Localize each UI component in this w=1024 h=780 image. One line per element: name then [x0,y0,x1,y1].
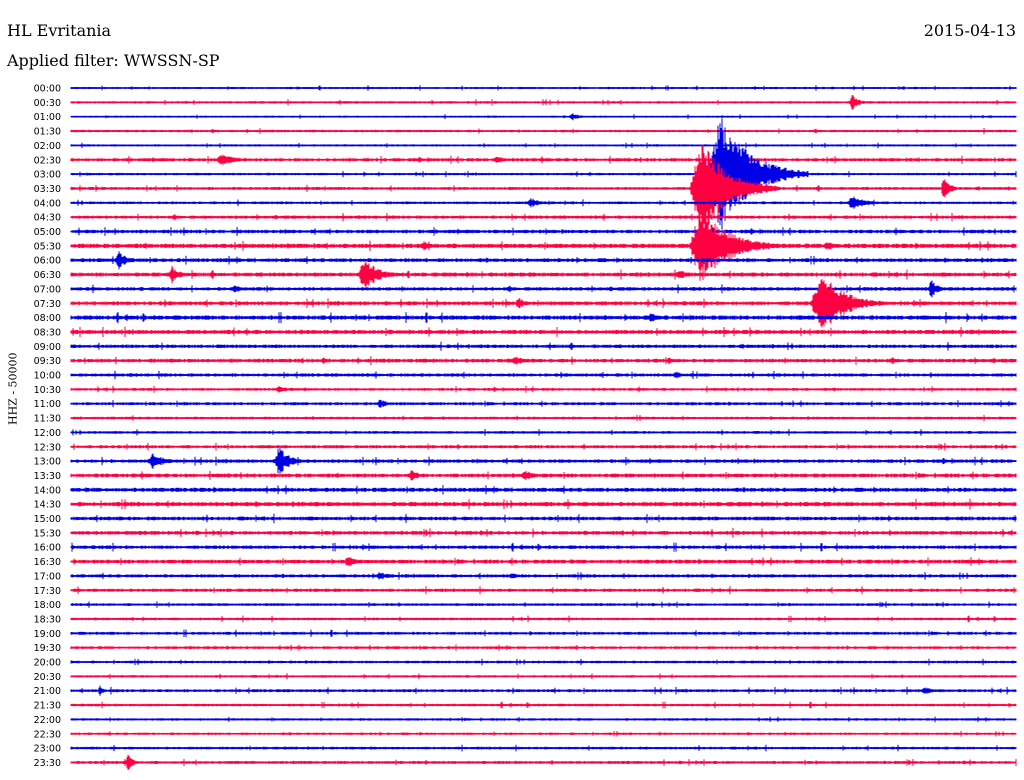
row-time-label: 08:00 [34,313,61,324]
row-time-label: 01:00 [34,112,61,123]
row-time-label: 14:30 [34,500,61,511]
row-time-label: 04:30 [34,213,61,224]
row-time-label: 16:30 [34,557,61,568]
row-time-label: 21:30 [34,701,61,712]
row-time-label: 11:30 [34,414,61,425]
row-time-label: 06:30 [34,270,61,281]
row-time-label: 14:00 [34,485,61,496]
row-time-label: 23:30 [34,758,61,769]
row-time-label: 06:00 [34,256,61,267]
row-time-label: 15:00 [34,514,61,525]
row-time-label: 13:00 [34,457,61,468]
row-time-label: 09:30 [34,356,61,367]
date-label: 2015-04-13 [923,21,1016,40]
row-time-label: 05:30 [34,241,61,252]
station-title: HL Evritania [7,21,112,40]
row-time-label: 00:00 [34,84,61,95]
row-time-label: 22:00 [34,715,61,726]
row-time-label: 03:00 [34,170,61,181]
row-time-label: 17:00 [34,571,61,582]
row-time-label: 07:00 [34,284,61,295]
row-time-label: 23:00 [34,744,61,755]
row-time-label: 01:30 [34,127,61,138]
row-time-label: 17:30 [34,586,61,597]
row-time-label: 19:00 [34,629,61,640]
row-time-label: 22:30 [34,729,61,740]
filter-line: Applied filter: WWSSN-SP [7,52,220,70]
filter-label: Applied filter: [7,51,119,70]
row-time-label: 00:30 [34,98,61,109]
row-time-label: 20:30 [34,672,61,683]
filter-value: WWSSN-SP [123,51,220,70]
row-time-label: 04:00 [34,198,61,209]
row-time-label: 10:00 [34,371,61,382]
row-time-label: 18:30 [34,614,61,625]
row-time-label: 20:00 [34,658,61,669]
row-time-label: 12:00 [34,428,61,439]
row-time-label: 09:00 [34,342,61,353]
row-time-label: 10:30 [34,385,61,396]
row-time-label: 08:30 [34,327,61,338]
row-time-label: 15:30 [34,528,61,539]
row-time-label: 11:00 [34,399,61,410]
row-time-label: 21:00 [34,686,61,697]
row-time-label: 02:30 [34,155,61,166]
row-time-label: 19:30 [34,643,61,654]
row-time-label: 03:30 [34,184,61,195]
row-time-label: 13:30 [34,471,61,482]
row-time-label: 05:00 [34,227,61,238]
row-time-label: 12:30 [34,442,61,453]
row-time-label: 07:30 [34,299,61,310]
row-time-label: 18:00 [34,600,61,611]
row-time-label: 16:00 [34,543,61,554]
row-time-label: 02:00 [34,141,61,152]
